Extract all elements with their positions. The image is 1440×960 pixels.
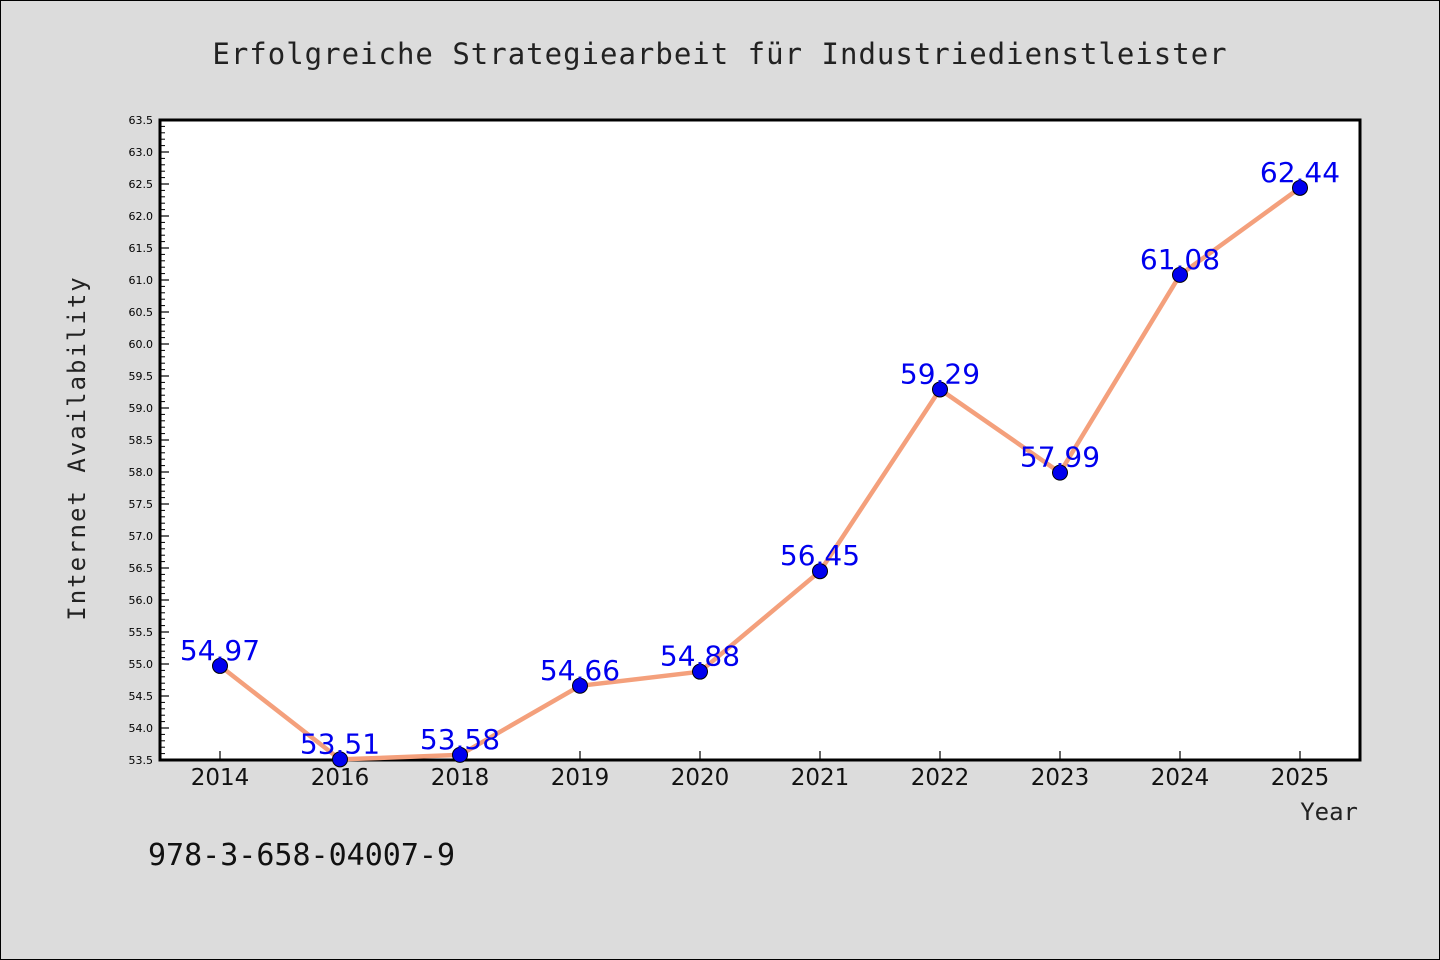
x-tick-label: 2019: [551, 765, 610, 791]
x-tick-label: 2020: [671, 765, 730, 791]
x-tick-label: 2018: [431, 765, 490, 791]
x-tick-label: 2022: [911, 765, 970, 791]
y-axis-label: Internet Availability: [63, 275, 91, 620]
isbn-annotation: 978-3-658-04007-9: [148, 838, 455, 873]
y-tick-label: 55.0: [129, 658, 154, 671]
data-label: 54.88: [660, 640, 740, 673]
data-label: 53.51: [300, 727, 380, 760]
y-tick-label: 58.0: [129, 466, 154, 479]
data-point: [1292, 179, 1308, 196]
x-axis-label: Year: [1300, 798, 1358, 826]
y-tick-label: 61.0: [129, 274, 154, 287]
data-labels: 54.97 53.51 53.58 54.66 54.88 56.45 59.29 57.99…: [180, 156, 1340, 761]
data-point: [692, 663, 708, 680]
y-tick-label: 62.0: [129, 210, 154, 223]
data-label: 59.29: [900, 357, 980, 390]
y-tick-label: 61.5: [129, 242, 154, 255]
data-point: [1172, 266, 1188, 283]
y-tick-label: 59.5: [129, 370, 154, 383]
y-tick-label: 63.0: [129, 146, 154, 159]
y-tick-label: 62.5: [129, 178, 154, 191]
x-tick-label: 2016: [311, 765, 370, 791]
data-markers: [212, 179, 1308, 768]
y-tick-label: 60.5: [129, 306, 154, 319]
y-tick-label: 59.0: [129, 402, 154, 415]
data-label: 56.45: [780, 539, 860, 572]
data-label: 53.58: [420, 723, 500, 756]
y-tick-label: 57.5: [129, 498, 154, 511]
y-tick-label: 57.0: [129, 530, 154, 543]
x-tick-label: 2021: [791, 765, 850, 791]
chart-title: Erfolgreiche Strategiearbeit für Industr…: [212, 37, 1227, 71]
data-point: [452, 746, 468, 763]
data-label: 61.08: [1140, 243, 1220, 276]
x-tick-label: 2014: [191, 765, 250, 791]
data-label: 54.66: [540, 654, 620, 687]
data-point: [572, 677, 588, 694]
y-tick-label: 54.5: [129, 690, 154, 703]
data-point: [332, 751, 348, 768]
data-point: [1052, 464, 1068, 481]
x-axis: 2014 2016 2018 2019 2020 2021 2022 2023 2024 2025: [191, 751, 1330, 791]
data-label: 57.99: [1020, 441, 1100, 474]
data-label: 62.44: [1260, 156, 1340, 189]
y-tick-label: 53.5: [129, 754, 154, 767]
y-tick-label: 60.0: [129, 338, 154, 351]
series-line: [218, 185, 1302, 762]
y-tick-label: 63.5: [129, 114, 154, 127]
x-tick-label: 2025: [1271, 765, 1330, 791]
y-tick-label: 56.0: [129, 594, 154, 607]
y-tick-label: 55.5: [129, 626, 154, 639]
y-axis: 53.5 54.0 54.5 55.0 55.5 56.0 56.5 57.0 57.5 58.0…: [129, 114, 169, 767]
x-tick-label: 2023: [1031, 765, 1090, 791]
y-tick-label: 56.5: [129, 562, 154, 575]
data-point: [932, 381, 948, 398]
x-tick-label: 2024: [1151, 765, 1210, 791]
data-point: [212, 657, 228, 674]
plot-area: [158, 118, 1362, 762]
data-label: 54.97: [180, 634, 260, 667]
y-tick-label: 58.5: [129, 434, 154, 447]
y-tick-label: 54.0: [129, 722, 154, 735]
data-point: [812, 563, 828, 580]
